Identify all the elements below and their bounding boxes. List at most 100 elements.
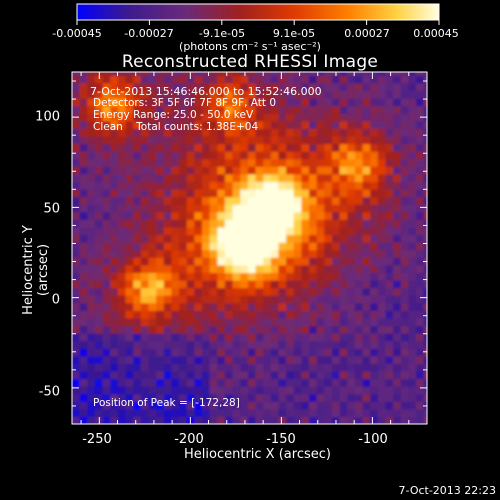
heatmap-cell (400, 370, 409, 380)
heatmap-cell (133, 135, 142, 145)
heatmap-cell (400, 204, 409, 213)
heatmap-cell (339, 287, 348, 296)
heatmap-cell (232, 264, 241, 273)
heatmap-cell (240, 264, 249, 273)
heatmap-cell (255, 370, 264, 380)
heatmap-cell (286, 113, 295, 122)
heatmap-cell (186, 135, 195, 145)
heatmap-cell (385, 264, 394, 273)
heatmap-cell (293, 90, 302, 99)
heatmap-cell (270, 120, 279, 129)
heatmap-cell (278, 408, 287, 417)
heatmap-cell (72, 264, 81, 273)
heatmap-cell (72, 82, 81, 91)
heatmap-cell (293, 333, 302, 342)
heatmap-cell (370, 280, 379, 289)
heatmap-cell (423, 158, 427, 167)
heatmap-cell (133, 317, 142, 327)
heatmap-cell (125, 204, 134, 213)
heatmap-cell (171, 416, 180, 424)
heatmap-cell (171, 173, 180, 182)
heatmap-cell (209, 181, 218, 190)
heatmap-cell (309, 416, 318, 424)
heatmap-cell (156, 98, 165, 107)
heatmap-cell (102, 189, 111, 198)
heatmap-cell (339, 181, 348, 190)
heatmap-cell (423, 386, 427, 395)
heatmap-cell (140, 378, 149, 387)
heatmap-cell (110, 408, 119, 417)
heatmap-cell (332, 333, 341, 342)
heatmap-cell (179, 363, 188, 372)
heatmap-cell (110, 113, 119, 122)
heatmap-cell (194, 370, 203, 380)
heatmap-cell (217, 82, 226, 91)
heatmap-cell (332, 355, 341, 364)
heatmap-cell (125, 378, 134, 387)
heatmap-cell (286, 401, 295, 410)
heatmap-cell (202, 280, 211, 289)
heatmap-cell (209, 82, 218, 91)
heatmap-cell (393, 249, 402, 258)
heatmap-cell (194, 363, 203, 372)
heatmap-cell (339, 151, 348, 160)
heatmap-cell (293, 173, 302, 182)
heatmap-cell (186, 408, 195, 417)
heatmap-cell (202, 166, 211, 175)
heatmap-cell (385, 355, 394, 364)
heatmap-cell (332, 386, 341, 395)
heatmap-cell (148, 120, 157, 129)
heatmap-cell (293, 272, 302, 281)
heatmap-cell (140, 143, 149, 152)
heatmap-cell (217, 98, 226, 107)
heatmap-cell (400, 257, 409, 266)
heatmap-cell (240, 287, 249, 296)
plot-frame (71, 71, 428, 425)
heatmap-cell (286, 75, 295, 84)
heatmap-cell (79, 310, 88, 319)
heatmap-cell (156, 287, 165, 296)
heatmap-cell (87, 257, 96, 266)
heatmap-cell (270, 226, 279, 236)
heatmap-cell (362, 257, 371, 266)
heatmap-cell (163, 120, 172, 129)
heatmap-cell (400, 355, 409, 364)
heatmap-cell (202, 302, 211, 311)
heatmap-cell (87, 158, 96, 167)
heatmap-cell (293, 219, 302, 228)
heatmap-cell (148, 158, 157, 167)
heatmap-cell (179, 302, 188, 311)
heatmap-cell (423, 82, 427, 91)
heatmap-cell (202, 408, 211, 417)
heatmap-cell (102, 325, 111, 334)
heatmap-cell (309, 242, 318, 251)
heatmap-cell (102, 310, 111, 319)
heatmap-cell (224, 287, 234, 296)
heatmap-cell (377, 98, 386, 107)
heatmap-cell (156, 370, 165, 380)
heatmap-cell (270, 386, 279, 395)
heatmap-cell (240, 204, 249, 213)
heatmap-cell (270, 219, 279, 228)
heatmap-cell (316, 287, 325, 296)
heatmap-cell (156, 196, 165, 205)
heatmap-cell (393, 393, 402, 402)
heatmap-cell (255, 295, 264, 304)
heatmap-cell (194, 113, 203, 122)
heatmap-cell (339, 333, 348, 342)
heatmap-cell (309, 120, 318, 129)
heatmap-cell (385, 393, 394, 402)
heatmap-cell (255, 234, 264, 243)
heatmap-cell (400, 219, 409, 228)
heatmap-cell (278, 264, 287, 273)
heatmap-cell (255, 363, 264, 372)
heatmap-cell (316, 340, 325, 349)
heatmap-cell (278, 416, 287, 424)
x-axis-label: Heliocentric X (arcsec) (184, 447, 331, 462)
heatmap-cell (148, 234, 157, 243)
heatmap-cell (224, 348, 234, 357)
heatmap-cell (270, 249, 279, 258)
heatmap-cell (163, 234, 172, 243)
heatmap-cell (270, 355, 279, 364)
heatmap-cell (416, 181, 425, 190)
